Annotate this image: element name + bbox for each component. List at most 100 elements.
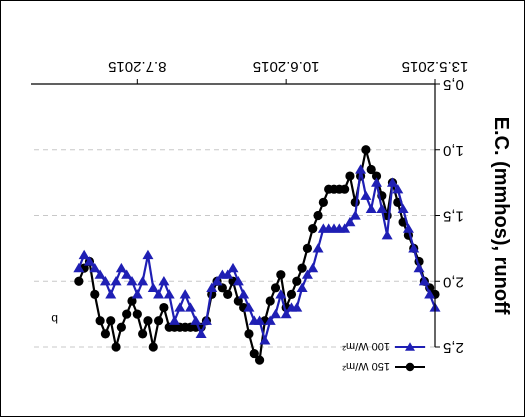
series-point (232, 276, 244, 286)
x-tick-label: 10.6.2015 (253, 58, 320, 75)
series-point (345, 171, 355, 181)
series-point (355, 164, 367, 174)
series-point (100, 329, 111, 339)
series-point (243, 302, 255, 312)
series-point (116, 322, 126, 332)
series-point (95, 316, 105, 326)
series-point (249, 348, 259, 359)
y-ticks: 0,5 1,0 1,5 2,0 2,5 (435, 76, 464, 356)
series-point (217, 283, 227, 293)
series-point (312, 243, 324, 253)
series-point (200, 315, 212, 325)
x-tick-label: 13.5.2015 (402, 58, 469, 75)
series-point (90, 289, 100, 299)
series-point (265, 296, 275, 306)
series-point (280, 308, 292, 319)
series-point (78, 249, 90, 260)
series-point (264, 315, 276, 325)
series-point (244, 329, 254, 339)
series-point (132, 309, 142, 319)
series-point (190, 315, 202, 325)
series-point (159, 302, 169, 313)
series-point (324, 184, 334, 194)
series-point (211, 276, 223, 286)
series-point (148, 342, 158, 352)
series-group (73, 164, 441, 345)
series-point (179, 289, 191, 299)
legend-label: 150 W/m² (342, 360, 390, 372)
series-point (381, 230, 393, 240)
series-point (227, 262, 239, 273)
series-point (138, 329, 148, 339)
series-point (360, 190, 372, 200)
series-point (308, 224, 318, 234)
series-point (137, 276, 149, 286)
series-point (413, 262, 425, 273)
series-point (142, 249, 154, 260)
series-group (74, 145, 440, 365)
series-point (158, 276, 170, 286)
series-point (259, 335, 271, 345)
series-point (424, 289, 436, 299)
series-point (248, 315, 260, 325)
chart-rotation-group: 0,5 1,0 1,5 2,0 2,5 13.5.2015 10.6.2015 8.7.20… (31, 58, 512, 372)
series-point (296, 282, 308, 292)
series-point (371, 177, 383, 187)
series-point (153, 289, 165, 299)
series-point (131, 289, 143, 299)
series-point (317, 223, 329, 233)
series-point (365, 203, 377, 214)
series-point (405, 342, 415, 351)
series-point (313, 210, 323, 221)
series-point (105, 289, 117, 299)
series-point (307, 262, 319, 273)
series-point (233, 296, 243, 306)
series-point (174, 302, 186, 312)
series-point (73, 262, 85, 273)
series-point (83, 256, 95, 266)
series-line (77, 148, 436, 362)
series-point (206, 282, 218, 292)
series-point (195, 328, 207, 338)
series-point (94, 269, 106, 279)
series-point (405, 362, 415, 372)
series-point (270, 283, 281, 293)
series-point (115, 262, 127, 273)
series-point (344, 216, 356, 227)
series-point (350, 197, 360, 207)
y-tick-label: 2,5 (443, 339, 464, 356)
series-point (376, 203, 388, 214)
series-point (386, 177, 398, 187)
series-point (89, 262, 101, 273)
series-point (121, 269, 133, 279)
series-point (366, 164, 376, 175)
series-point (169, 315, 181, 325)
series-point (371, 171, 382, 181)
series-point (106, 316, 116, 326)
series-point (110, 276, 122, 286)
x-ticks: 13.5.2015 10.6.2015 8.7.2015 (108, 58, 468, 84)
series-point (143, 316, 153, 326)
y-tick-label: 1,5 (443, 208, 464, 225)
series-point (238, 289, 250, 299)
y-axis-label: E.C. (mmhos), runoff (490, 117, 512, 315)
series-point (349, 210, 361, 220)
series-point (127, 296, 137, 306)
series-point (392, 183, 404, 194)
series-point (223, 289, 233, 299)
series-point (126, 276, 138, 286)
series-point (402, 223, 414, 233)
series-point (163, 289, 175, 299)
series-point (153, 316, 164, 326)
series-point (302, 243, 313, 253)
legend: 150 W/m² 100 W/m² (342, 340, 425, 372)
legend-label: 100 W/m² (342, 340, 390, 352)
legend-item: 100 W/m² (342, 340, 425, 352)
series-point (254, 355, 265, 365)
x-tick-label: 8.7.2015 (108, 58, 166, 75)
series-point (270, 308, 282, 319)
y-tick-label: 1,0 (443, 142, 464, 159)
series-point (301, 269, 313, 279)
series-point (276, 270, 286, 280)
